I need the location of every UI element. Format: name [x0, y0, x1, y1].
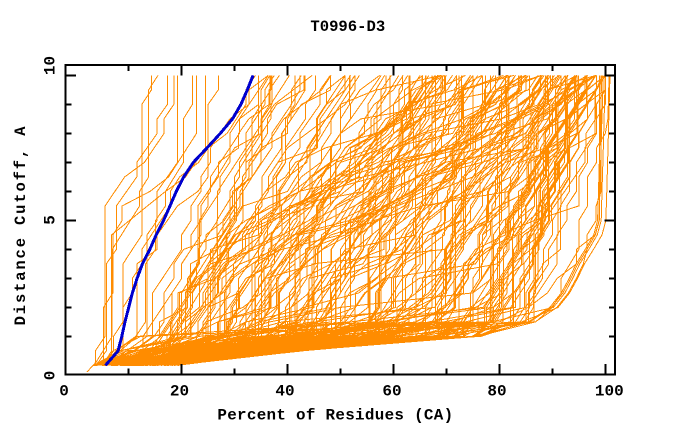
svg-text:20: 20 [170, 382, 189, 400]
svg-text:0: 0 [42, 371, 60, 381]
svg-text:100: 100 [595, 382, 624, 400]
svg-text:10: 10 [42, 56, 60, 75]
svg-text:0: 0 [59, 382, 69, 400]
svg-text:Percent of Residues (CA): Percent of Residues (CA) [217, 407, 453, 425]
svg-text:40: 40 [275, 382, 294, 400]
svg-text:T0996-D3: T0996-D3 [310, 18, 385, 36]
svg-text:5: 5 [42, 215, 60, 225]
svg-text:60: 60 [382, 382, 401, 400]
svg-text:80: 80 [487, 382, 506, 400]
svg-text:Distance Cutoff, A: Distance Cutoff, A [12, 125, 30, 326]
